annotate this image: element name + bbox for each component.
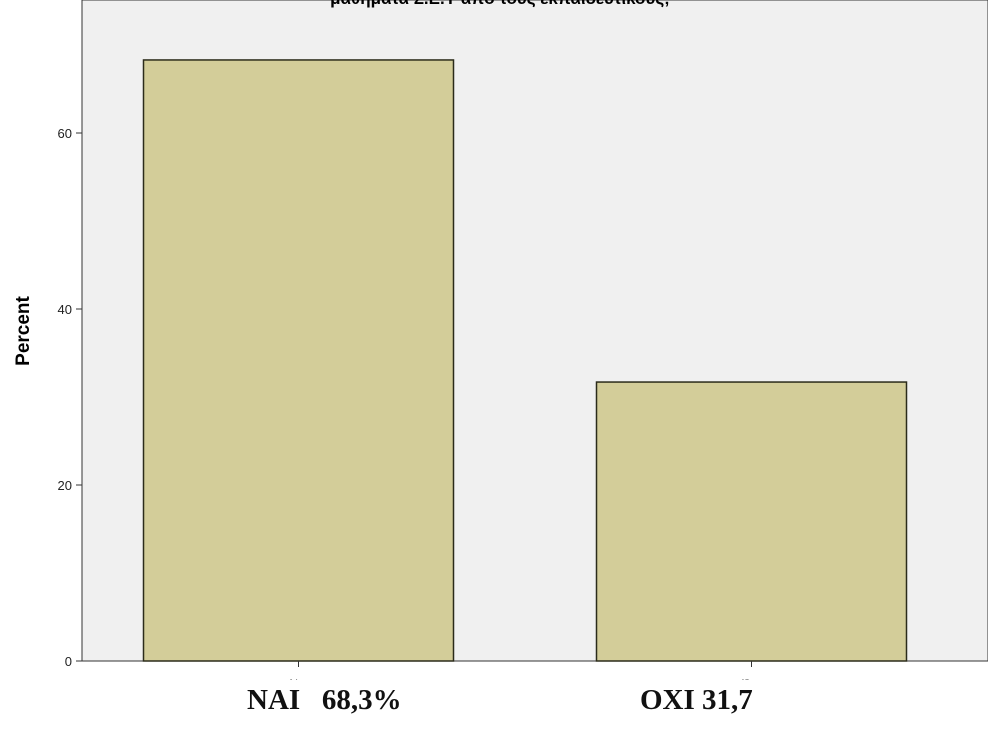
summary-nai: NAI 68,3%: [247, 684, 402, 716]
y-tick-label: 20: [58, 478, 72, 493]
y-tick-label: 60: [58, 126, 72, 141]
y-axis: 0 20 40 60: [58, 126, 82, 669]
y-tick-label: 0: [65, 654, 72, 669]
x-axis: Ναι Όχι: [289, 661, 761, 680]
x-tick-label: Ναι: [289, 677, 308, 680]
y-tick-label: 40: [58, 302, 72, 317]
summary-oxi: OXI 31,7: [640, 684, 753, 716]
bar-1: [142, 59, 455, 662]
x-tick-label: Όχι: [741, 677, 761, 680]
bar-chart: μαθήματα Σ.Ε.Υ από τους εκπαιδευτικούς; …: [13, 0, 988, 680]
y-axis-label: Percent: [13, 295, 34, 365]
chart-title: μαθήματα Σ.Ε.Υ από τους εκπαιδευτικούς;: [330, 0, 670, 8]
bar-2: [595, 381, 908, 662]
bars: [142, 59, 908, 662]
